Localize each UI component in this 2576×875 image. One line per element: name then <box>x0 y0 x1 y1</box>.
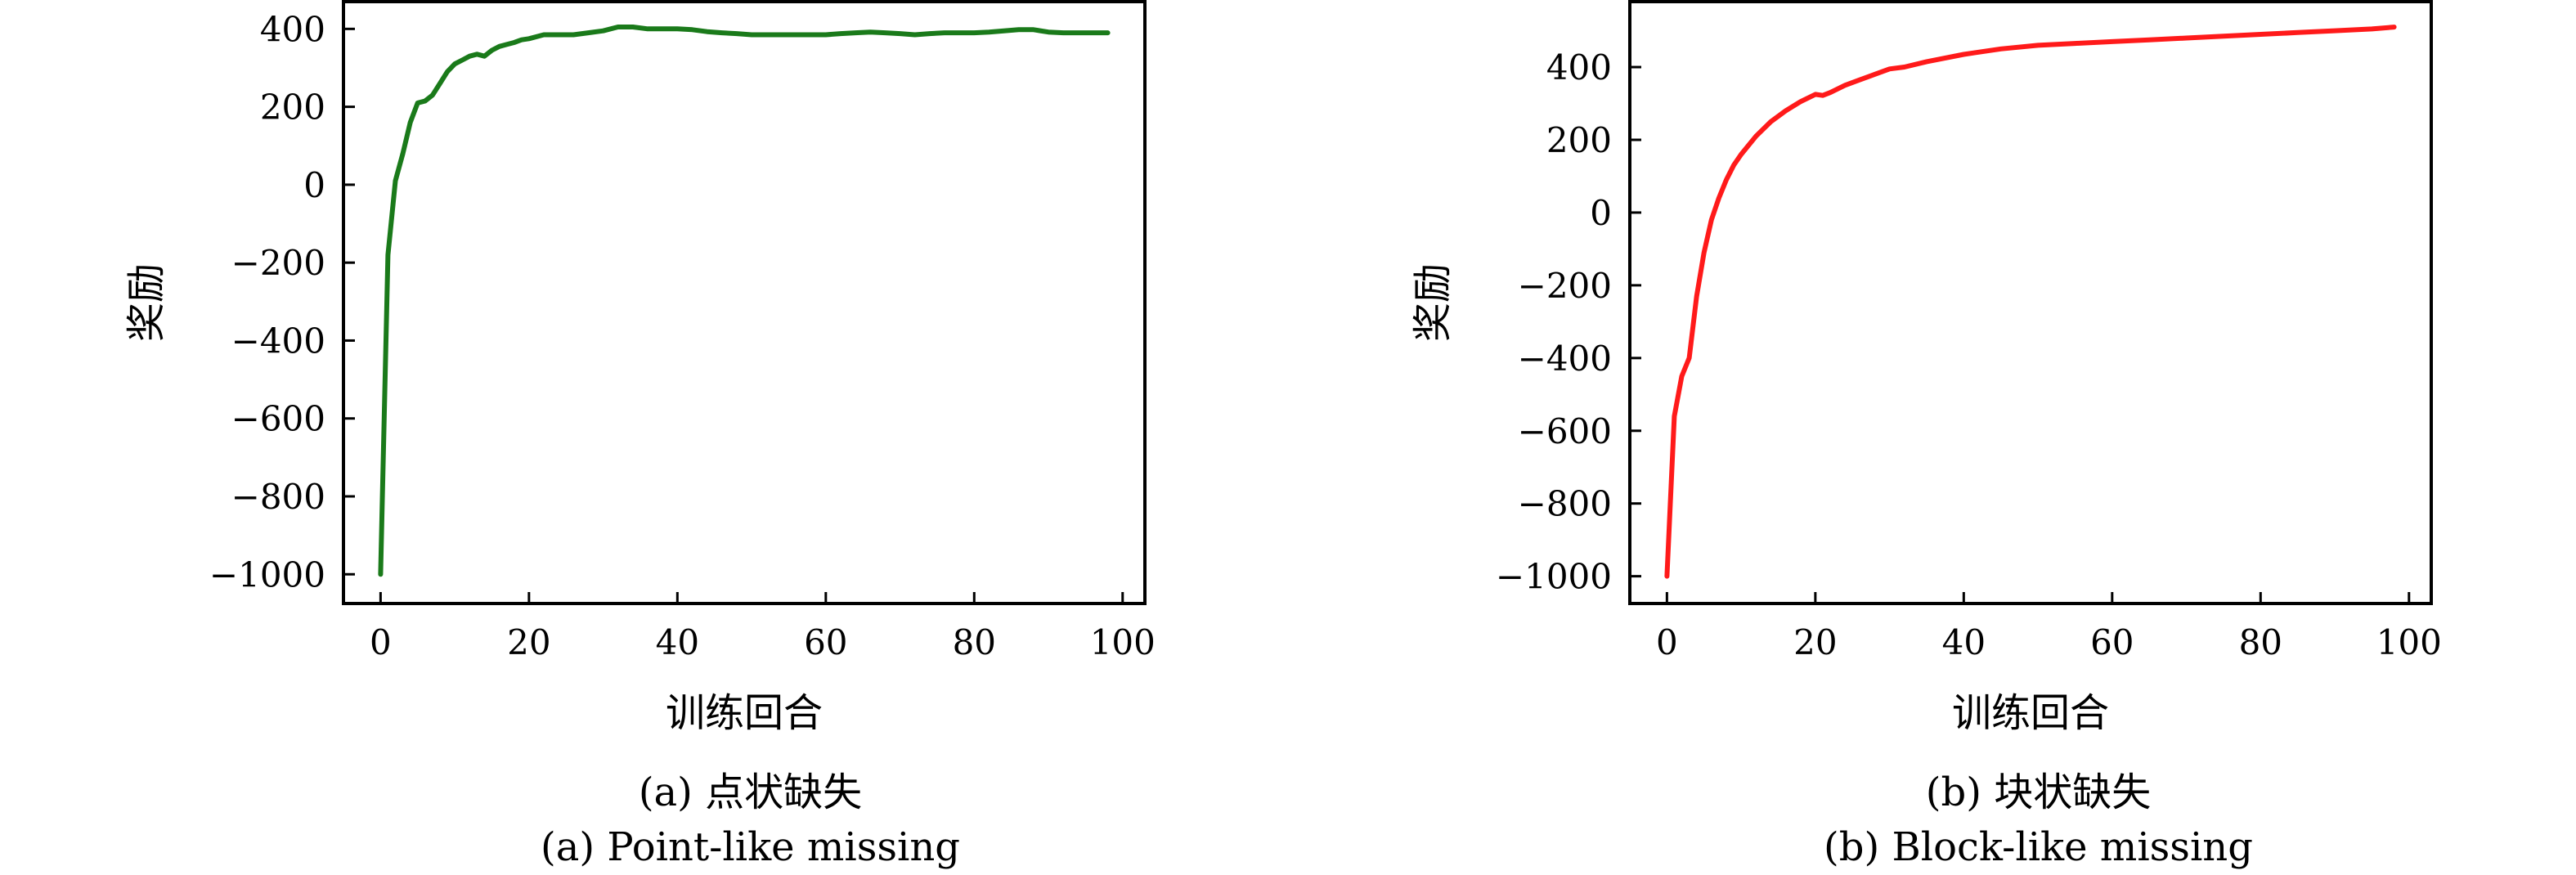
chart-panel-block-like: 0 20 40 60 80 100 −1000 −800 −600 −400 −200 0 200 400… <box>1288 0 2576 875</box>
y-tick-label: −600 <box>231 399 325 439</box>
y-tick-label: −400 <box>1518 339 1612 379</box>
caption-cn: (a) 点状缺失 <box>638 770 863 815</box>
y-tick-label: −800 <box>231 477 325 517</box>
x-tick-label: 100 <box>1090 622 1156 662</box>
y-tick-label: 0 <box>1590 193 1612 233</box>
x-tick-label: 40 <box>1942 622 1986 662</box>
plot-frame <box>342 0 1147 605</box>
x-axis-label: 训练回合 <box>1952 690 2109 736</box>
x-tick-label: 40 <box>656 622 699 662</box>
x-axis-label: 训练回合 <box>666 690 823 736</box>
x-tick-label: 100 <box>2376 622 2442 662</box>
caption-cn: (b) 块状缺失 <box>1925 770 2152 815</box>
y-tick-label: 400 <box>1546 47 1612 88</box>
chart-point-like-missing: 0 20 40 60 80 100 −1000 −800 −600 −400 −200 0 200 400… <box>123 0 1156 736</box>
y-tick-label: −200 <box>1518 266 1612 306</box>
x-tick-label: 20 <box>1793 622 1837 662</box>
y-axis-label: 奖励 <box>123 263 169 342</box>
y-tick-label: 200 <box>1546 120 1612 160</box>
y-tick-label: 400 <box>260 9 325 49</box>
x-tick-label: 60 <box>2090 622 2134 662</box>
series-line <box>378 25 1111 577</box>
y-tick-label: −600 <box>1518 411 1612 451</box>
x-tick-label: 0 <box>1656 622 1678 662</box>
x-tick-label: 80 <box>2239 622 2282 662</box>
chart-panel-point-like: 0 20 40 60 80 100 −1000 −800 −600 −400 −200 0 200 400… <box>123 0 1156 867</box>
chart-block-like-missing: 0 20 40 60 80 100 −1000 −800 −600 −400 −200 0 200 400… <box>1410 0 2442 736</box>
y-axis-label: 奖励 <box>1410 263 1456 342</box>
plot-frame <box>1628 0 2433 605</box>
y-tick-label: 200 <box>260 88 325 128</box>
x-tick-label: 20 <box>507 622 550 662</box>
y-tick-label: −1000 <box>1496 557 1612 597</box>
x-tick-label: 60 <box>804 622 847 662</box>
y-tick-label: −400 <box>231 321 325 361</box>
y-tick-label: −800 <box>1518 484 1612 524</box>
x-tick-label: 80 <box>953 622 996 662</box>
series-line <box>1664 25 2397 579</box>
caption-en: (a) Point-like missing <box>541 824 960 870</box>
x-tick-label: 0 <box>370 622 392 662</box>
y-tick-label: −200 <box>231 243 325 283</box>
y-tick-label: −1000 <box>209 554 325 595</box>
caption-en: (b) Block-like missing <box>1824 824 2253 870</box>
y-tick-label: 0 <box>303 165 325 205</box>
